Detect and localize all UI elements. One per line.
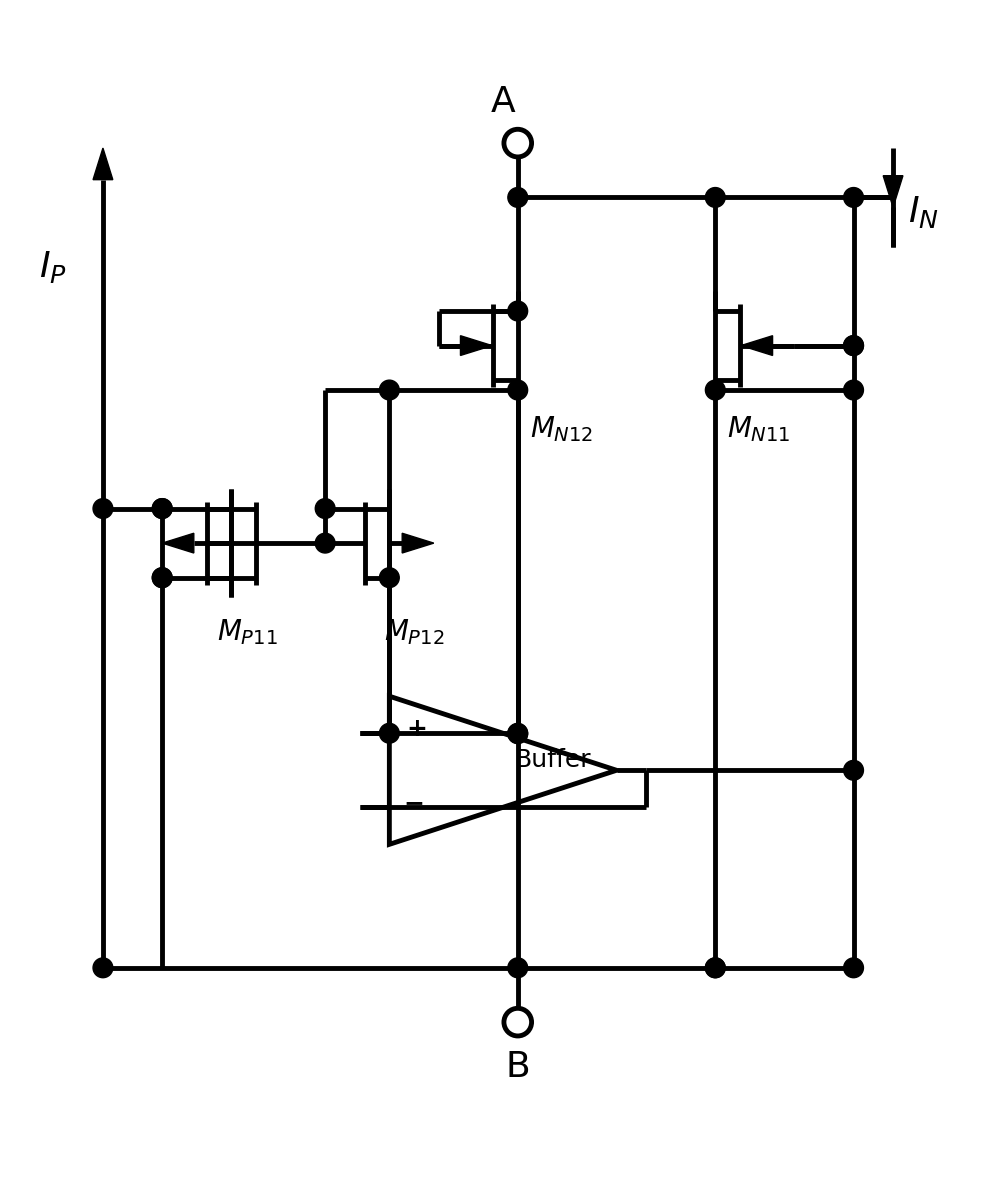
Circle shape [152,499,172,518]
Circle shape [705,380,725,399]
Circle shape [316,533,335,553]
Polygon shape [741,335,773,356]
Circle shape [844,957,864,978]
Circle shape [508,957,528,978]
Text: $M_{N12}$: $M_{N12}$ [530,415,593,444]
Text: $I_P$: $I_P$ [39,249,67,284]
Text: $M_{P12}$: $M_{P12}$ [384,617,445,647]
Circle shape [508,380,528,399]
Polygon shape [162,533,194,553]
Polygon shape [93,148,113,180]
Text: A: A [491,84,515,118]
Text: +: + [406,717,427,742]
Circle shape [508,723,528,743]
Circle shape [379,723,399,743]
Circle shape [705,187,725,207]
Text: $I_N$: $I_N$ [908,194,939,230]
Circle shape [705,957,725,978]
Text: B: B [505,1050,530,1083]
Circle shape [844,380,864,399]
Circle shape [379,380,399,399]
Circle shape [844,187,864,207]
Polygon shape [460,335,492,356]
Circle shape [152,568,172,588]
Circle shape [93,499,113,518]
Polygon shape [402,533,434,553]
Text: Buffer: Buffer [514,749,591,773]
Text: $M_{P11}$: $M_{P11}$ [216,617,277,647]
Circle shape [844,335,864,356]
Circle shape [508,187,528,207]
Circle shape [844,761,864,780]
Circle shape [93,957,113,978]
Circle shape [705,957,725,978]
Text: $M_{N11}$: $M_{N11}$ [727,415,791,444]
Circle shape [508,301,528,321]
Text: −: − [403,792,424,815]
Circle shape [379,568,399,588]
Circle shape [508,724,528,744]
Circle shape [844,335,864,356]
Circle shape [152,568,172,588]
Circle shape [152,499,172,518]
Polygon shape [883,175,903,207]
Circle shape [316,499,335,518]
